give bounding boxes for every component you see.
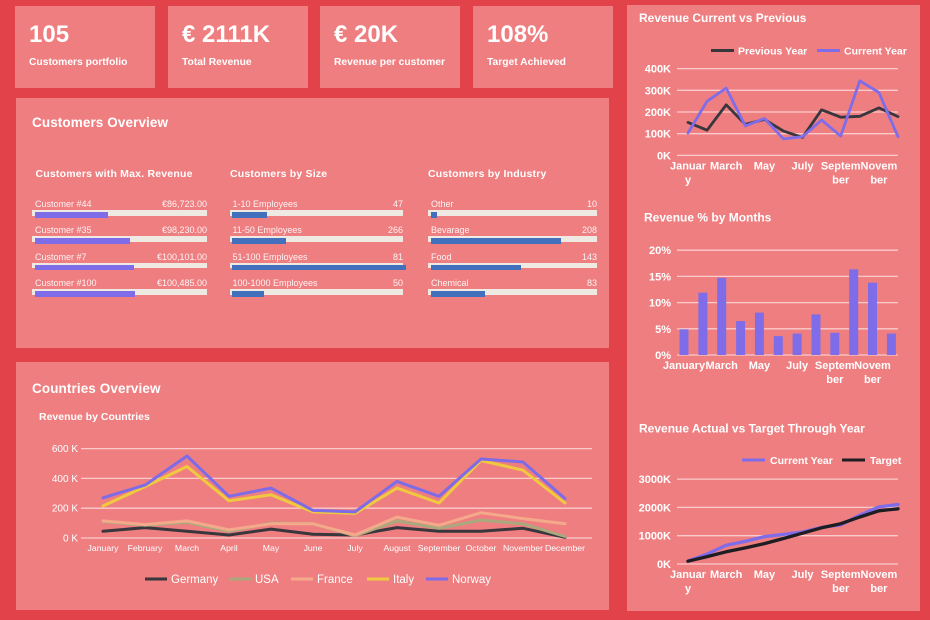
svg-text:Current Year: Current Year — [770, 455, 833, 467]
svg-text:Current Year: Current Year — [844, 46, 907, 58]
svg-text:Revenue % by Months: Revenue % by Months — [644, 211, 772, 225]
svg-text:200 K: 200 K — [52, 504, 78, 515]
svg-text:February: February — [128, 543, 163, 553]
svg-text:300K: 300K — [645, 85, 671, 97]
svg-text:Revenue Actual vs Target Throu: Revenue Actual vs Target Through Year — [639, 422, 865, 436]
svg-text:ber: ber — [870, 583, 888, 595]
svg-text:France: France — [317, 574, 353, 586]
svg-text:ber: ber — [832, 583, 850, 595]
svg-text:May: May — [749, 360, 771, 372]
svg-text:July: July — [791, 160, 814, 172]
svg-text:USA: USA — [255, 574, 279, 586]
svg-text:Novem: Novem — [861, 160, 898, 172]
svg-text:Januar: Januar — [670, 160, 707, 172]
svg-text:September: September — [418, 543, 461, 553]
svg-text:0K: 0K — [657, 559, 671, 571]
svg-text:Novem: Novem — [854, 360, 891, 372]
svg-text:May: May — [263, 543, 280, 553]
svg-text:400 K: 400 K — [52, 474, 78, 485]
svg-text:November: November — [503, 543, 543, 553]
svg-text:Septem: Septem — [821, 569, 861, 581]
svg-text:y: y — [685, 583, 692, 595]
svg-text:March: March — [175, 543, 199, 553]
svg-text:July: July — [347, 543, 363, 553]
svg-text:y: y — [685, 174, 692, 186]
svg-text:3000K: 3000K — [639, 474, 671, 486]
svg-text:1000K: 1000K — [639, 531, 671, 543]
svg-text:ber: ber — [832, 174, 850, 186]
svg-text:January: January — [88, 543, 120, 553]
svg-text:March: March — [710, 569, 743, 581]
svg-text:Septem: Septem — [815, 360, 855, 372]
svg-text:May: May — [754, 569, 776, 581]
svg-text:March: March — [705, 360, 738, 372]
svg-text:0 K: 0 K — [63, 534, 78, 545]
svg-text:2000K: 2000K — [639, 502, 671, 514]
svg-text:Revenue Current vs Previous: Revenue Current vs Previous — [639, 11, 807, 25]
svg-text:400K: 400K — [645, 64, 671, 76]
svg-text:15%: 15% — [649, 271, 671, 283]
svg-text:December: December — [545, 543, 585, 553]
svg-text:0%: 0% — [655, 350, 671, 362]
svg-text:Septem: Septem — [821, 160, 861, 172]
svg-text:Januar: Januar — [670, 569, 707, 581]
svg-text:August: August — [383, 543, 411, 553]
svg-text:Germany: Germany — [171, 574, 219, 586]
svg-text:600 K: 600 K — [52, 444, 78, 455]
svg-text:0K: 0K — [657, 150, 671, 162]
svg-text:April: April — [220, 543, 237, 553]
svg-text:Novem: Novem — [861, 569, 898, 581]
svg-text:January: January — [663, 360, 706, 372]
svg-text:Target: Target — [870, 455, 902, 467]
svg-text:July: July — [786, 360, 809, 372]
svg-text:Previous Year: Previous Year — [738, 46, 807, 58]
svg-text:Italy: Italy — [393, 574, 414, 586]
svg-text:200K: 200K — [645, 107, 671, 119]
svg-text:May: May — [754, 160, 776, 172]
svg-text:ber: ber — [864, 374, 882, 386]
svg-text:Norway: Norway — [452, 574, 491, 586]
svg-text:10%: 10% — [649, 298, 671, 310]
svg-text:June: June — [304, 543, 323, 553]
svg-text:5%: 5% — [655, 324, 671, 336]
svg-text:July: July — [791, 569, 814, 581]
svg-text:October: October — [466, 543, 497, 553]
svg-text:ber: ber — [826, 374, 844, 386]
svg-text:ber: ber — [870, 174, 888, 186]
svg-text:March: March — [710, 160, 743, 172]
svg-text:100K: 100K — [645, 129, 671, 141]
svg-text:20%: 20% — [649, 245, 671, 257]
